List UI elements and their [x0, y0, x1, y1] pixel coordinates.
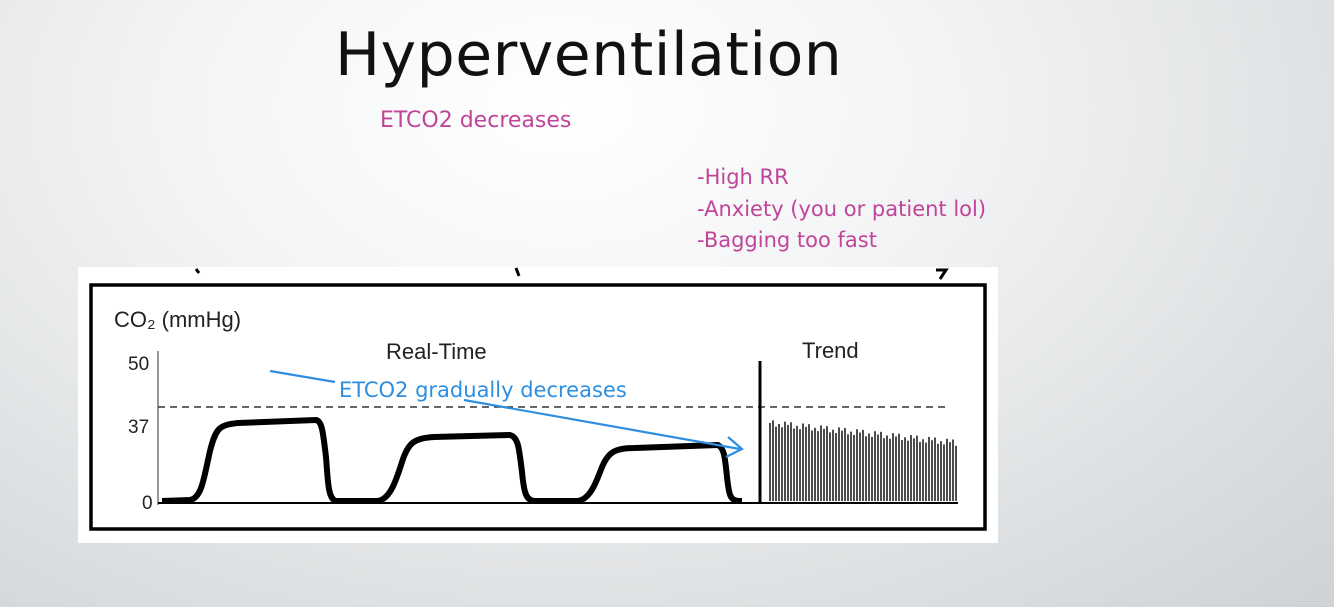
- annotation-label: ETCO2 gradually decreases: [339, 378, 627, 402]
- trend-bars: [769, 420, 957, 501]
- crop-fragments: [194, 267, 949, 280]
- slide-title: Hyperventilation: [335, 20, 843, 90]
- y-axis-label: CO₂ (mmHg): [114, 307, 241, 332]
- bullet-item: -High RR: [697, 165, 789, 189]
- bullet-list: -High RR -Anxiety (you or patient lol) -…: [697, 162, 986, 257]
- slide-subtitle: ETCO2 decreases: [380, 108, 572, 133]
- realtime-waveform: [161, 417, 742, 504]
- capnogram-svg: CO₂ (mmHg) 50 37 0 Real-Time Trend ETCO2…: [89, 267, 987, 531]
- y-tick-label: 50: [128, 354, 149, 375]
- bullet-item: -Anxiety (you or patient lol): [697, 196, 987, 221]
- y-tick-label: 0: [142, 493, 153, 514]
- realtime-label: Real-Time: [386, 339, 487, 364]
- figure-frame: [89, 283, 987, 531]
- capnogram-figure: CO₂ (mmHg) 50 37 0 Real-Time Trend ETCO2…: [78, 267, 998, 543]
- bullet-item: -Bagging too fast: [697, 228, 877, 252]
- y-tick-label: 37: [128, 417, 149, 438]
- trend-label: Trend: [802, 338, 859, 363]
- annotation-arrows: [269, 369, 744, 458]
